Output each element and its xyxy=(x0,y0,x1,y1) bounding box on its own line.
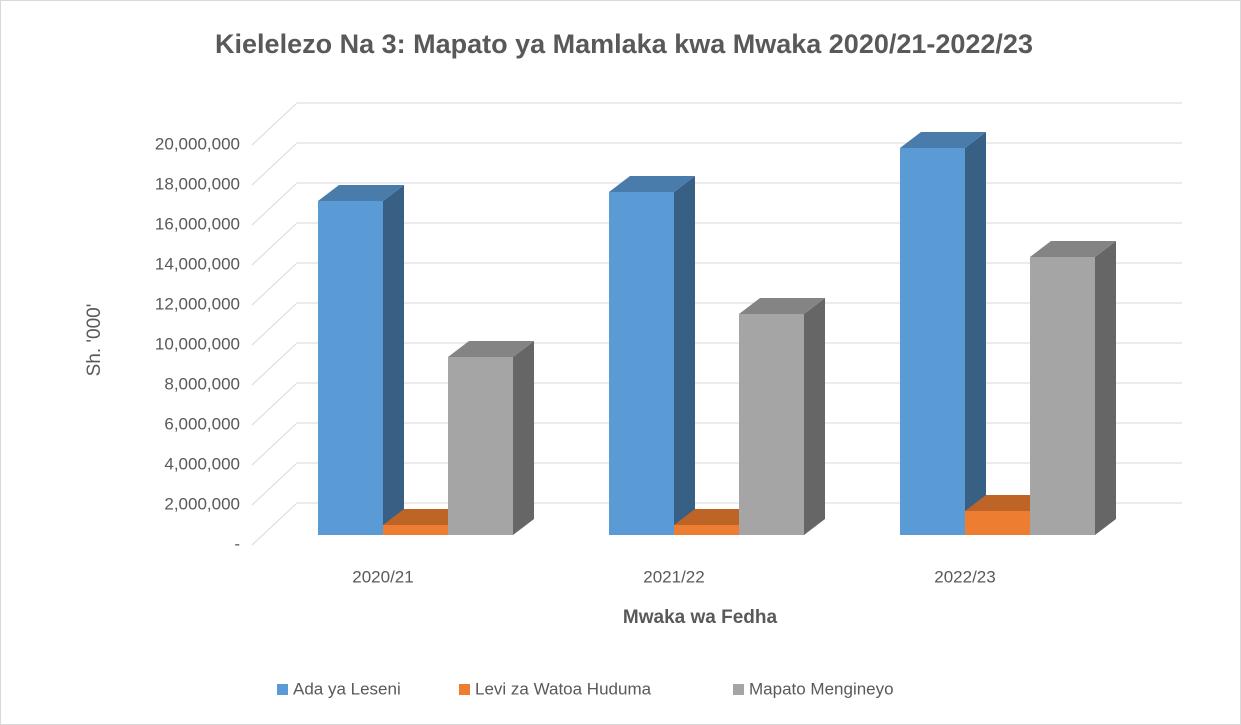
y-tick-label: 4,000,000 xyxy=(164,454,240,473)
grid-line xyxy=(251,302,1182,346)
grid-line xyxy=(251,502,1182,546)
y-tick-label: 12,000,000 xyxy=(155,294,240,313)
grid-line xyxy=(251,182,1182,226)
y-tick-label: 6,000,000 xyxy=(164,414,240,433)
bar-side xyxy=(965,132,986,535)
y-tick-label: 20,000,000 xyxy=(155,134,240,153)
y-tick-label: 8,000,000 xyxy=(164,374,240,393)
grid-line xyxy=(251,462,1182,506)
y-tick-label: 2,000,000 xyxy=(164,494,240,513)
bar-top xyxy=(383,509,469,525)
grid-line xyxy=(251,102,1182,146)
bar xyxy=(965,511,1030,535)
grid-line xyxy=(251,342,1182,386)
grid-line xyxy=(251,422,1182,466)
legend-swatch xyxy=(277,684,288,695)
y-tick-label: 16,000,000 xyxy=(155,214,240,233)
bar xyxy=(609,192,674,535)
y-tick-label: 14,000,000 xyxy=(155,254,240,273)
bar-top xyxy=(674,509,760,525)
bar xyxy=(900,148,965,535)
grid-line xyxy=(251,142,1182,186)
grid-line xyxy=(251,382,1182,426)
bar-top xyxy=(609,176,695,192)
bar-top xyxy=(739,298,825,314)
bar-top xyxy=(318,185,404,201)
grid-line xyxy=(251,262,1182,306)
bar-side xyxy=(804,298,825,535)
legend-label: Mapato Mengineyo xyxy=(749,679,894,698)
legend-swatch xyxy=(733,684,744,695)
bar-side xyxy=(513,341,534,535)
grid-line xyxy=(251,222,1182,266)
legend-label: Ada ya Leseni xyxy=(293,679,401,698)
y-axis-label: Sh. '000' xyxy=(84,304,105,377)
chart-title: Kielelezo Na 3: Mapato ya Mamlaka kwa Mw… xyxy=(215,29,1033,59)
bar xyxy=(674,525,739,535)
x-tick-label: 2020/21 xyxy=(352,567,413,586)
x-axis-label: Mwaka wa Fedha xyxy=(623,607,778,628)
bar-side xyxy=(1095,241,1116,535)
bar xyxy=(318,201,383,535)
bar xyxy=(1030,257,1095,535)
bar-top xyxy=(900,132,986,148)
bar xyxy=(448,357,513,535)
y-tick-label: 10,000,000 xyxy=(155,334,240,353)
bar-top xyxy=(965,495,1051,511)
bar-side xyxy=(383,185,404,535)
legend-label: Levi za Watoa Huduma xyxy=(475,679,652,698)
x-tick-label: 2021/22 xyxy=(643,567,704,586)
legend-swatch xyxy=(459,684,470,695)
bar-top xyxy=(448,341,534,357)
bar xyxy=(383,525,448,535)
bar xyxy=(739,314,804,535)
bar-top xyxy=(1030,241,1116,257)
bar-side xyxy=(674,176,695,535)
y-tick-label: - xyxy=(234,534,240,553)
y-tick-label: 18,000,000 xyxy=(155,174,240,193)
x-tick-label: 2022/23 xyxy=(934,567,995,586)
